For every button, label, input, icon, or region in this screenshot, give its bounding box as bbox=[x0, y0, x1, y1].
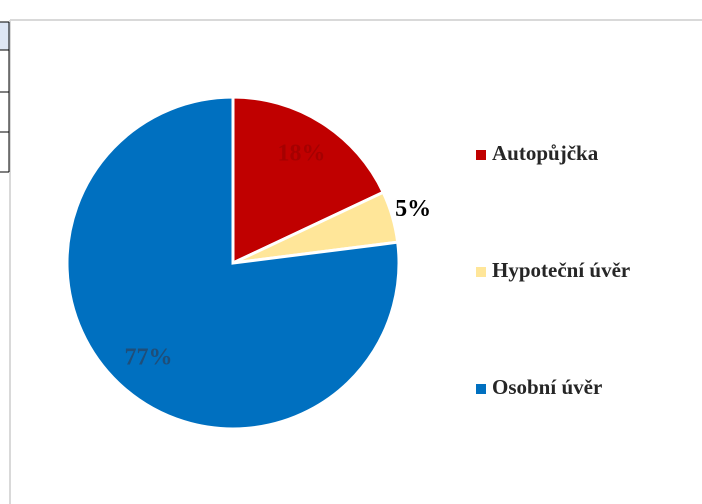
pie-slice bbox=[65, 95, 401, 431]
table-cell bbox=[0, 22, 10, 50]
data-label: 5% bbox=[395, 196, 431, 222]
data-label: 77% bbox=[124, 344, 172, 370]
data-label: 18% bbox=[277, 141, 325, 167]
legend-marker bbox=[476, 150, 486, 160]
legend-marker bbox=[476, 267, 486, 277]
legend-label: Hypoteční úvěr bbox=[492, 258, 630, 282]
pie-slice bbox=[231, 95, 386, 266]
legend-label: Osobní úvěr bbox=[492, 375, 602, 399]
legend: Autopůjčka Hypoteční úvěr Osobní úvěr bbox=[476, 141, 630, 399]
legend-marker bbox=[476, 384, 486, 394]
legend-label: Autopůjčka bbox=[492, 141, 599, 165]
table-fragment bbox=[0, 21, 10, 173]
pie: 18% 5% 77% bbox=[65, 95, 431, 431]
